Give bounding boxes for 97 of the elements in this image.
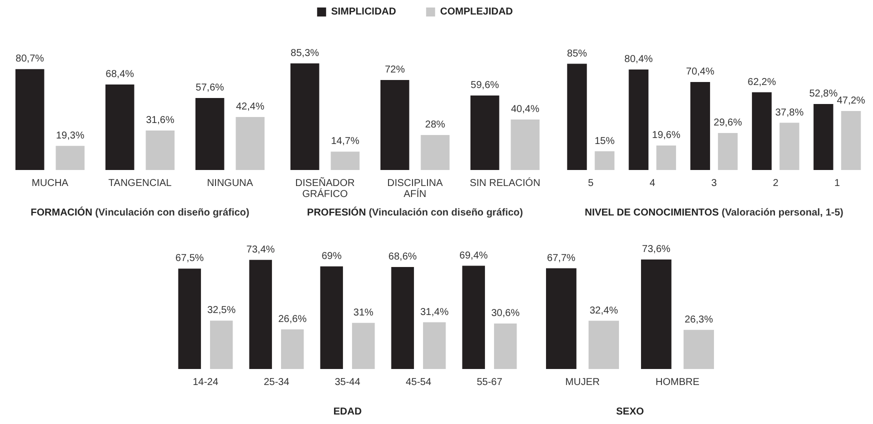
bar xyxy=(420,135,450,170)
bar xyxy=(780,122,800,170)
bar xyxy=(352,322,375,369)
text: EDAD xyxy=(333,406,362,418)
data-label: 85,3% xyxy=(290,48,320,59)
data-label: 28% xyxy=(425,120,446,130)
bar xyxy=(546,268,576,369)
x-tick-label: MUJER xyxy=(565,377,600,388)
x-tick-label: 35-44 xyxy=(334,377,361,388)
data-label: 30,6% xyxy=(491,308,520,319)
bar xyxy=(752,92,772,170)
x-tick-label: TANGENCIAL xyxy=(108,178,172,189)
x-tick-label: 25-34 xyxy=(264,377,290,388)
bar xyxy=(105,84,134,170)
bar xyxy=(588,320,619,369)
x-tick-label: 2 xyxy=(772,178,779,189)
data-label: 14,7% xyxy=(330,136,360,148)
bar xyxy=(56,146,85,170)
data-label: 69% xyxy=(322,250,342,262)
data-label: 32,5% xyxy=(207,305,236,316)
bar xyxy=(567,64,587,170)
data-label: 40,4% xyxy=(510,104,540,115)
data-label: 19,3% xyxy=(56,130,84,142)
bar xyxy=(718,133,738,170)
bar xyxy=(380,80,410,170)
bar xyxy=(841,111,861,170)
data-label: 70,4% xyxy=(686,66,714,78)
bar xyxy=(494,323,517,369)
bar xyxy=(290,63,320,170)
data-label: 32,4% xyxy=(590,305,618,316)
bar xyxy=(628,70,648,170)
legend-label: SIMPLICIDAD xyxy=(331,6,396,18)
x-tick-label: 14-24 xyxy=(192,377,219,388)
data-label: 80,4% xyxy=(624,54,653,65)
data-label: 57,6% xyxy=(196,82,224,94)
text: FORMACIÓN (Vinculación con diseño gráfico) xyxy=(30,206,250,218)
x-tick-label: NINGUNA xyxy=(206,178,254,189)
legend-label: COMPLEJIDAD xyxy=(440,6,513,18)
bar xyxy=(690,82,710,170)
data-label: 67,7% xyxy=(547,252,576,264)
bar xyxy=(281,329,304,369)
x-tick-label: MUCHA xyxy=(32,178,69,189)
bar xyxy=(391,266,414,369)
data-label: 15% xyxy=(594,136,615,147)
bar xyxy=(236,117,265,170)
x-tick-label: 5 xyxy=(588,178,594,189)
bar xyxy=(195,98,224,170)
x-tick-label: SIN RELACIÓN xyxy=(470,177,540,189)
data-label: 80,7% xyxy=(16,54,44,65)
data-label: 73,4% xyxy=(246,244,275,256)
bar xyxy=(210,320,233,369)
x-tick-label: 45-54 xyxy=(406,377,432,388)
x-tick-label: DISCIPLINA AFÍN xyxy=(387,178,444,200)
data-label: 85% xyxy=(566,48,588,60)
data-label: 26,6% xyxy=(278,314,307,325)
text: NIVEL DE CONOCIMIENTOS (Valoración personal, 1-5) xyxy=(584,208,844,218)
data-label: 69,4% xyxy=(459,250,488,262)
data-label: 72% xyxy=(384,64,405,76)
data-label: 26,3% xyxy=(684,314,714,326)
bar xyxy=(470,96,500,170)
data-label: 31,4% xyxy=(420,306,449,318)
bar xyxy=(462,266,485,369)
data-label: 62,2% xyxy=(748,76,776,88)
data-label: 19,6% xyxy=(652,130,680,141)
bar xyxy=(249,260,272,369)
data-label: 59,6% xyxy=(470,80,500,91)
bar xyxy=(510,120,540,170)
bar xyxy=(330,152,360,170)
x-tick-label: 4 xyxy=(650,178,656,189)
bar xyxy=(656,146,676,170)
data-label: 31,6% xyxy=(146,115,174,126)
bar xyxy=(15,69,44,170)
data-label: 42,4% xyxy=(236,102,264,112)
x-tick-label: 1 xyxy=(834,178,840,189)
x-tick-label: HOMBRE xyxy=(656,377,700,388)
bar xyxy=(146,130,175,170)
data-label: 31% xyxy=(353,307,374,318)
text: SEXO xyxy=(616,406,644,418)
x-tick-label: 55-67 xyxy=(476,377,503,388)
x-tick-label: 3 xyxy=(711,178,718,189)
data-label: 68,4% xyxy=(106,69,134,80)
bar xyxy=(423,322,446,369)
bar xyxy=(684,330,714,369)
data-label: 68,6% xyxy=(388,251,417,262)
bar xyxy=(320,266,343,369)
data-label: 73,6% xyxy=(642,244,671,256)
bar xyxy=(641,260,672,369)
data-label: 52,8% xyxy=(809,88,838,100)
data-label: 29,6% xyxy=(714,118,742,128)
data-label: 67,5% xyxy=(175,253,204,264)
text: PROFESIÓN (Vinculación con diseño gráfico) xyxy=(307,206,523,218)
bar xyxy=(814,104,834,170)
x-tick-label: DISEÑADOR GRÁFICO xyxy=(295,177,355,200)
data-label: 47,2% xyxy=(836,96,866,106)
bar xyxy=(594,151,614,170)
data-label: 37,8% xyxy=(775,107,804,118)
bar xyxy=(178,268,201,369)
